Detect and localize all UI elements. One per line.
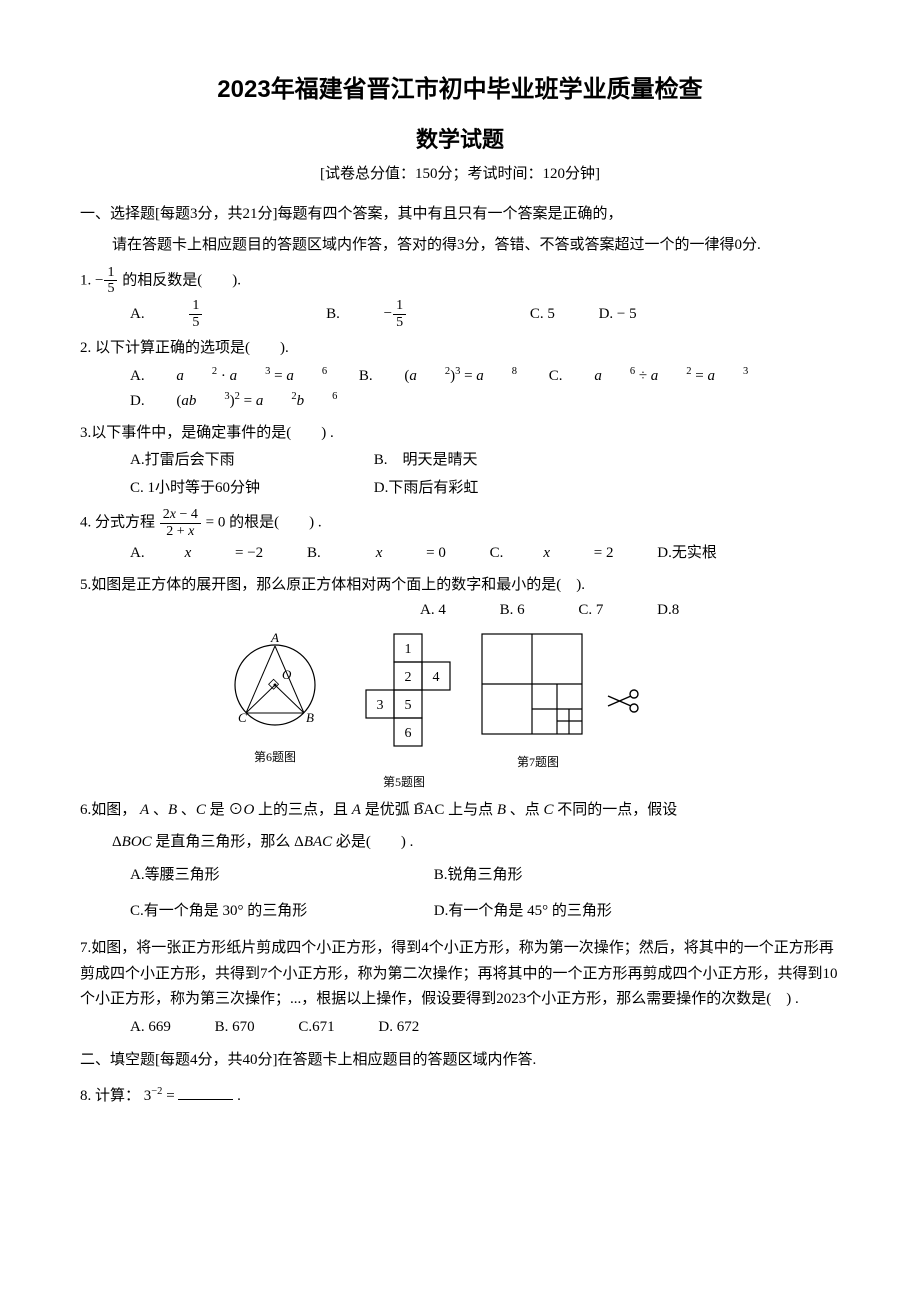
q1-opt-c: C. 5 [530, 302, 555, 328]
q6-opt-a: A.等腰三角形 [130, 863, 390, 889]
squares-diagram [478, 630, 598, 740]
svg-text:O: O [282, 667, 292, 682]
q5-opt-d: D.8 [657, 602, 679, 618]
q3-opt-d: D.下雨后有彩虹 [374, 476, 479, 502]
q1: 1. −15 的相反数是( ). [80, 265, 840, 297]
q8-mid: = [166, 1088, 178, 1104]
q7-options: A. 669 B. 670 C.671 D. 672 [80, 1015, 840, 1041]
q5-opt-a: A. 4 [420, 602, 446, 618]
q6-opt-c: C.有一个角是 30° 的三角形 [130, 899, 390, 925]
svg-text:1: 1 [405, 642, 412, 657]
q6-opt-d: D.有一个角是 45° 的三角形 [434, 899, 612, 925]
section-1-head: 一、选择题[每题3分，共21分]每题有四个答案，其中有且只有一个答案是正确的， [80, 202, 840, 228]
q3-stem: 3.以下事件中，是确定事件的是( ) . [80, 421, 840, 447]
svg-text:5: 5 [405, 698, 412, 713]
exam-meta: [试卷总分值：150分；考试时间：120分钟] [80, 162, 840, 188]
cube-net: 1 2 4 3 5 6 [354, 630, 454, 760]
q4-opt-b: B. x = 0 [307, 541, 446, 567]
q7-stem: 7.如图，将一张正方形纸片剪成四个小正方形，得到4个小正方形，称为第一次操作；然… [80, 936, 840, 1013]
q7-opt-b: B. 670 [215, 1015, 255, 1041]
q4-stem-suf: = 0 的根是( ) . [206, 515, 322, 531]
q8-blank [178, 1099, 233, 1100]
q7-opt-a: A. 669 [130, 1015, 171, 1041]
q1-opt-b: B. −15 [326, 298, 486, 330]
q2-opt-c: C. a6 ÷ a2 = a3 [549, 364, 748, 390]
svg-text:3: 3 [377, 698, 384, 713]
q1-opt-d: D. − 5 [599, 302, 637, 328]
q4: 4. 分式方程 2x − 42 + x = 0 的根是( ) . [80, 507, 840, 539]
svg-text:2: 2 [405, 670, 412, 685]
page-subtitle: 数学试题 [80, 121, 840, 158]
q6-line1: 6.如图， A 、B 、C 是 ⊙O 上的三点，且 A 是优弧 BAC 上与点 … [80, 798, 840, 824]
q5-opt-c: C. 7 [578, 602, 603, 618]
svg-text:A: A [270, 630, 279, 645]
q2-opt-b: B. (a2)3 = a8 [359, 364, 517, 390]
section-2-head: 二、填空题[每题4分，共40分]在答题卡上相应题目的答题区域内作答. [80, 1048, 840, 1074]
page-title: 2023年福建省晋江市初中毕业班学业质量检查 [80, 70, 840, 111]
q4-options: A. x = −2 B. x = 0 C. x = 2 D.无实根 [80, 541, 840, 567]
q2-options: A. a2 · a3 = a6 B. (a2)3 = a8 C. a6 ÷ a2… [80, 364, 840, 415]
q5-options: A. 4 B. 6 C. 7 D.8 [80, 598, 840, 624]
q7-opt-d: D. 672 [378, 1015, 419, 1041]
q1-opt-a: A. 15 [130, 298, 282, 330]
q8-pre: 8. 计算： [80, 1088, 140, 1104]
q6-options-row2: C.有一个角是 30° 的三角形 D.有一个角是 45° 的三角形 [80, 899, 840, 925]
svg-text:B: B [306, 710, 314, 725]
q6-line2: ΔBOC 是直角三角形，那么 ΔBAC 必是( ) . [80, 830, 840, 856]
svg-text:4: 4 [433, 670, 440, 685]
q3-opt-b: B. 明天是晴天 [374, 448, 478, 474]
figures-row: A O C B 第6题图 1 2 4 3 5 6 [80, 630, 840, 793]
q4-stem-pre: 4. 分式方程 [80, 515, 155, 531]
svg-text:6: 6 [405, 726, 412, 741]
figure-q6: A O C B 第6题图 [220, 630, 330, 768]
q3-options-row2: C. 1小时等于60分钟 D.下雨后有彩虹 [80, 476, 840, 502]
q1-stem: 的相反数是( ). [118, 272, 241, 288]
q6-options-row1: A.等腰三角形 B.锐角三角形 [80, 863, 840, 889]
q4-opt-c: C. x = 2 [490, 541, 614, 567]
q8: 8. 计算： 3−2 = . [80, 1084, 840, 1110]
q4-opt-d: D.无实根 [657, 541, 717, 567]
fig5-label: 第5题图 [354, 772, 454, 792]
q5-stem: 5.如图是正方体的展开图，那么原正方体相对两个面上的数字和最小的是( ). [80, 573, 840, 599]
figure-q5: 1 2 4 3 5 6 第5题图 [354, 630, 454, 793]
scissors-icon [604, 686, 644, 716]
q2-stem: 2. 以下计算正确的选项是( ). [80, 336, 840, 362]
q3-opt-c: C. 1小时等于60分钟 [130, 476, 330, 502]
q7-opt-c: C.671 [298, 1015, 334, 1041]
svg-text:C: C [238, 710, 247, 725]
q8-exp: −2 [151, 1086, 162, 1097]
q1-options: A. 15 B. −15 C. 5 D. − 5 [80, 298, 840, 330]
q4-opt-a: A. x = −2 [130, 541, 263, 567]
q5-opt-b: B. 6 [500, 602, 525, 618]
q3-options-row1: A.打雷后会下雨 B. 明天是晴天 [80, 448, 840, 474]
fig6-label: 第6题图 [220, 747, 330, 767]
q2-opt-a: A. a2 · a3 = a6 [130, 364, 327, 390]
q8-suf: . [237, 1088, 241, 1104]
q6-opt-b: B.锐角三角形 [434, 863, 523, 889]
q3-opt-a: A.打雷后会下雨 [130, 448, 330, 474]
q2-opt-d: D. (ab3)2 = a2b6 [130, 389, 337, 415]
section-1-head-2: 请在答题卡上相应题目的答题区域内作答，答对的得3分，答错、不答或答案超过一个的一… [80, 233, 840, 259]
circle-diagram: A O C B [220, 630, 330, 735]
fig7-label: 第7题图 [478, 752, 598, 772]
figure-q7: 第7题图 [478, 630, 644, 773]
